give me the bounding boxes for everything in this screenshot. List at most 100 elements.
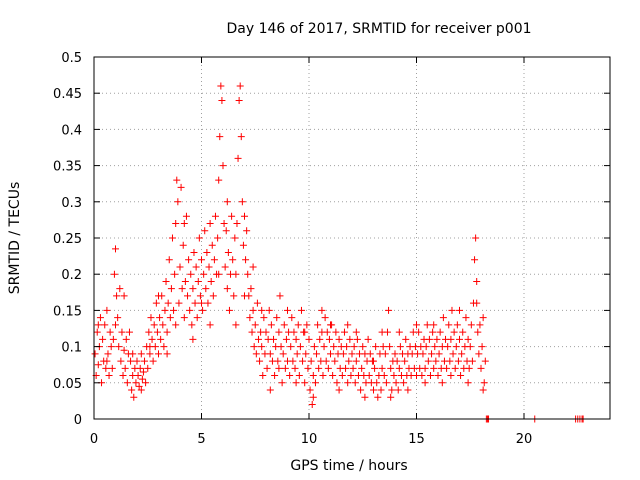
data-point: [139, 368, 147, 376]
data-point: [254, 335, 262, 343]
data-point: [291, 364, 299, 372]
data-point: [350, 343, 358, 351]
data-point: [449, 350, 457, 358]
data-point: [147, 314, 155, 322]
data-point: [373, 379, 381, 387]
data-point: [465, 364, 473, 372]
data-point: [393, 357, 401, 365]
data-point: [321, 314, 329, 322]
data-point: [172, 321, 180, 329]
data-point: [220, 220, 228, 228]
data-point: [391, 350, 399, 358]
data-point: [324, 364, 332, 372]
data-points: [91, 82, 587, 423]
data-point: [241, 212, 248, 220]
data-point: [446, 357, 454, 365]
data-point: [228, 212, 236, 220]
data-point: [146, 343, 154, 351]
data-point: [413, 321, 420, 329]
data-point: [204, 299, 212, 307]
data-point: [180, 220, 188, 228]
data-point: [467, 321, 475, 329]
data-point: [370, 386, 377, 394]
data-point: [155, 350, 162, 358]
data-point: [345, 357, 353, 365]
data-point: [191, 299, 199, 307]
data-point: [353, 335, 361, 343]
data-point: [370, 357, 377, 365]
data-point: [432, 357, 440, 365]
data-point: [237, 133, 245, 141]
axes: 0 0.05 0.1 0.15 0.2 0.25 0.3 0.35 0.4 0.45 0.5 0 5 10…: [53, 51, 610, 447]
data-point: [120, 346, 128, 354]
data-point: [185, 256, 193, 264]
data-point: [263, 364, 271, 372]
data-point: [318, 306, 326, 314]
data-point: [357, 386, 365, 394]
data-point: [112, 245, 119, 253]
data-point: [179, 241, 187, 249]
data-point: [235, 96, 243, 104]
data-point: [365, 372, 373, 380]
data-point: [113, 292, 121, 300]
data-point: [310, 343, 318, 351]
data-point: [330, 343, 338, 351]
data-point: [104, 350, 112, 358]
data-point: [297, 306, 305, 314]
data-point: [206, 220, 214, 228]
data-point: [306, 386, 314, 394]
data-point: [462, 314, 470, 322]
data-point: [149, 357, 157, 365]
data-point: [299, 357, 307, 365]
data-point: [187, 270, 195, 278]
data-point: [150, 321, 158, 329]
data-point: [242, 256, 250, 264]
data-point: [474, 328, 482, 336]
y-tick-label: 0.15: [53, 304, 82, 319]
y-tick-label: 0.5: [61, 51, 82, 66]
data-point: [232, 321, 240, 329]
data-point: [219, 162, 227, 170]
data-point: [163, 350, 171, 358]
data-point: [201, 227, 209, 235]
data-point: [133, 357, 141, 365]
data-point: [315, 364, 323, 372]
data-point: [448, 306, 456, 314]
data-point: [96, 314, 104, 322]
data-point: [176, 263, 184, 271]
chart-title: Day 146 of 2017, SRMTID for receiver p00…: [226, 21, 531, 37]
data-point: [182, 212, 190, 220]
data-point: [165, 256, 173, 264]
data-point: [252, 350, 260, 358]
data-point: [110, 270, 118, 278]
y-tick-label: 0.2: [61, 268, 82, 283]
data-point: [456, 306, 463, 314]
data-point: [327, 321, 334, 329]
data-point: [106, 328, 114, 336]
data-point: [338, 372, 346, 380]
data-point: [396, 343, 404, 351]
y-tick-label: 0.4: [61, 123, 82, 138]
data-point: [128, 386, 136, 394]
data-point: [194, 277, 202, 285]
data-point: [275, 328, 283, 336]
x-tick-label: 20: [516, 432, 533, 447]
data-point: [371, 364, 379, 372]
data-point: [181, 277, 189, 285]
data-point: [333, 379, 341, 387]
data-point: [386, 343, 394, 351]
x-tick-label: 0: [90, 432, 98, 447]
data-point: [279, 350, 287, 358]
data-point: [302, 350, 310, 358]
data-point: [163, 328, 171, 336]
data-point: [192, 263, 200, 271]
data-point: [248, 328, 256, 336]
data-point: [366, 350, 374, 358]
data-point: [118, 328, 126, 336]
y-tick-label: 0.45: [53, 87, 82, 102]
data-point: [468, 357, 476, 365]
data-point: [395, 328, 403, 336]
data-point: [352, 328, 360, 336]
data-point: [160, 343, 168, 351]
